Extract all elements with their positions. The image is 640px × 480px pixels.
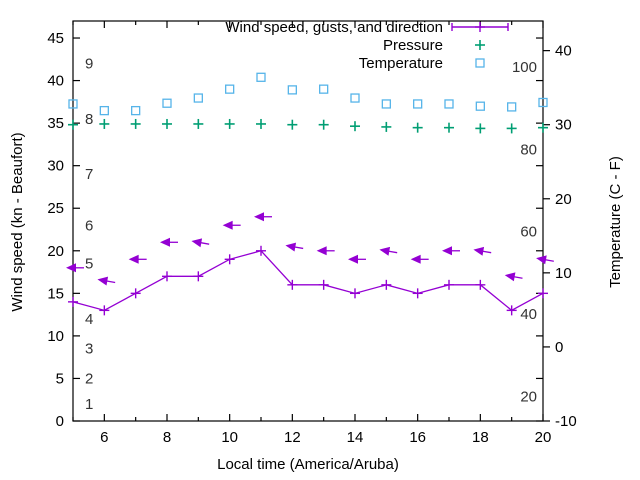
wind-direction-arrow — [97, 276, 116, 286]
y2-tick-label: 0 — [555, 339, 563, 356]
temperature-marker — [475, 101, 485, 111]
x-tick-label: 12 — [284, 429, 301, 446]
wind-direction-arrow — [442, 246, 460, 256]
wind-direction-arrow — [473, 246, 492, 256]
y-tick-label: 30 — [47, 158, 64, 175]
x-tick-label: 18 — [472, 429, 489, 446]
series-temperature — [68, 72, 548, 116]
y-tick-label: 45 — [47, 30, 64, 47]
plot-border — [72, 20, 544, 422]
beaufort-label: 4 — [85, 311, 93, 328]
temperature-marker — [413, 99, 423, 109]
temperature-marker — [350, 93, 360, 103]
beaufort-label: 3 — [85, 341, 93, 358]
x-axis-title: Local time (America/Aruba) — [217, 456, 399, 473]
y-axis-title: Wind speed (kn - Beaufort) — [9, 132, 26, 311]
wind-speed-line — [72, 250, 544, 312]
wind-direction-arrow — [66, 263, 84, 273]
legend-label-1: Pressure — [383, 37, 443, 54]
fahrenheit-label: 80 — [520, 141, 537, 158]
beaufort-scale-labels: 1 2 3 4 5 6 7 8 9 — [85, 56, 93, 413]
wind-direction-arrow — [254, 212, 272, 222]
y-tick-label: 5 — [56, 370, 64, 387]
y2-tick-label: -10 — [555, 413, 577, 430]
temperature-marker — [225, 84, 235, 94]
wind-direction-arrow — [128, 254, 147, 264]
y2-tick-label: 10 — [555, 265, 572, 282]
wind-direction-arrow — [536, 255, 554, 265]
beaufort-label: 8 — [85, 111, 93, 128]
wind-direction-arrow — [379, 246, 398, 256]
y-tick-label: 10 — [47, 328, 64, 345]
temperature-marker — [381, 99, 391, 109]
legend-label-2: Temperature — [359, 55, 443, 72]
y-tick-label: 0 — [56, 413, 64, 430]
x-tick-label: 10 — [221, 429, 238, 446]
legend-key — [475, 58, 485, 68]
fahrenheit-label: 40 — [520, 306, 537, 323]
legend-label-0: Wind speed, gusts, and direction — [225, 19, 443, 36]
x-axis-ticks: 6 8 10 12 14 16 18 20 — [72, 21, 552, 446]
wind-direction-arrow — [285, 242, 304, 252]
temperature-marker — [287, 85, 297, 95]
wind-direction-arrow — [160, 237, 178, 247]
y2-axis-ticks: -10 0 10 20 30 40 — [543, 43, 577, 430]
x-tick-label: 6 — [100, 429, 108, 446]
y2-axis-title: Temperature (C - F) — [607, 156, 624, 288]
wind-direction-arrow — [410, 254, 429, 264]
wind-direction-arrow — [222, 220, 241, 230]
fahrenheit-label: 100 — [512, 59, 537, 76]
y-tick-label: 40 — [47, 73, 64, 90]
plot-frame — [72, 20, 544, 422]
wind-direction-arrow — [191, 238, 210, 248]
beaufort-label: 2 — [85, 370, 93, 387]
temperature-marker — [319, 84, 329, 94]
temperature-marker — [131, 105, 141, 116]
x-tick-label: 14 — [347, 429, 364, 446]
wind-direction-arrow — [348, 254, 366, 264]
fahrenheit-label: 60 — [520, 224, 537, 241]
beaufort-label: 1 — [85, 396, 93, 413]
fahrenheit-scale-labels: 20 40 60 80 100 — [512, 59, 537, 405]
fahrenheit-label: 20 — [520, 388, 537, 405]
beaufort-label: 9 — [85, 56, 93, 73]
beaufort-label: 5 — [85, 256, 93, 273]
wind-direction-arrow — [504, 272, 523, 282]
y2-tick-label: 20 — [555, 191, 572, 208]
series-pressure — [68, 118, 548, 134]
y2-tick-label: 30 — [555, 117, 572, 134]
y-tick-label: 15 — [47, 285, 64, 302]
chart-legend: Wind speed, gusts, and directionPressure… — [225, 19, 509, 72]
temperature-marker — [193, 93, 203, 103]
y-tick-label: 25 — [47, 200, 64, 217]
wind-direction-arrow — [316, 246, 335, 256]
temperature-marker — [99, 105, 109, 116]
y2-tick-label: 40 — [555, 43, 572, 60]
y-tick-label: 35 — [47, 115, 64, 132]
temperature-marker — [507, 102, 517, 112]
x-tick-label: 8 — [163, 429, 171, 446]
series-wind-speed — [68, 245, 548, 316]
x-tick-label: 20 — [535, 429, 552, 446]
series-gusts-direction — [66, 212, 554, 286]
x-tick-label: 16 — [409, 429, 426, 446]
temperature-marker — [444, 99, 454, 109]
temperature-marker — [162, 98, 172, 108]
temperature-marker — [256, 72, 266, 82]
temperature-marker — [538, 97, 548, 108]
beaufort-label: 7 — [85, 166, 93, 183]
temperature-marker — [68, 99, 78, 109]
y-tick-label: 20 — [47, 243, 64, 260]
beaufort-label: 6 — [85, 217, 93, 234]
